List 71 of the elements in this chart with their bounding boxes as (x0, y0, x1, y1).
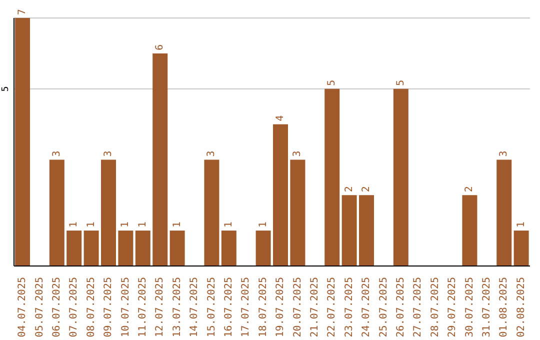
bar (135, 230, 150, 266)
bar (204, 160, 220, 266)
data-label: 1 (516, 222, 527, 228)
bar (221, 230, 236, 266)
x-tick-label: 10.07.2025 (120, 277, 132, 338)
x-tick-label: 23.07.2025 (344, 277, 355, 338)
data-label: 7 (17, 8, 28, 15)
bar (84, 230, 99, 266)
bar (49, 160, 64, 266)
x-tick-label: 18.07.2025 (258, 277, 269, 338)
data-label: 2 (344, 186, 355, 192)
x-tick-label: 01.08.2025 (498, 277, 510, 338)
x-tick-label: 28.07.2025 (430, 277, 441, 338)
x-tick-label: 06.07.2025 (52, 277, 62, 338)
bar (170, 230, 185, 266)
data-label: 4 (275, 115, 286, 122)
x-tick-label: 31.07.2025 (482, 277, 492, 338)
x-tick-label: 20.07.2025 (292, 277, 304, 338)
bar (514, 230, 529, 266)
x-tick-label: 27.07.2025 (412, 277, 424, 338)
x-tick-label: 19.07.2025 (275, 277, 286, 338)
x-tick-label: 30.07.2025 (464, 277, 476, 338)
x-tick-label: 04.07.2025 (17, 277, 28, 338)
data-label: 2 (361, 186, 372, 192)
bar (256, 230, 271, 266)
data-label: 3 (51, 150, 62, 157)
bar (462, 195, 478, 266)
x-tick-label: 22.07.2025 (326, 277, 338, 338)
bar (118, 230, 134, 266)
x-tick-label: 21.07.2025 (310, 277, 320, 338)
x-tick-label: 07.07.2025 (68, 277, 80, 338)
bar (101, 160, 116, 266)
bar (324, 88, 340, 266)
bar (342, 195, 357, 266)
data-label: 3 (206, 150, 218, 157)
bar (393, 88, 408, 266)
x-tick-label: 13.07.2025 (172, 277, 183, 338)
x-tick-label: 02.08.2025 (516, 277, 527, 338)
data-label: 1 (137, 222, 148, 228)
data-label: 1 (172, 222, 183, 228)
data-label: 2 (464, 186, 476, 192)
x-tick-label: 14.07.2025 (189, 277, 200, 338)
data-label: 5 (326, 80, 338, 86)
data-label: 5 (395, 80, 406, 86)
x-tick-label: 25.07.2025 (378, 277, 390, 338)
data-label: 1 (258, 222, 269, 228)
data-label: 1 (68, 222, 80, 228)
x-tick-label: 09.07.2025 (103, 277, 114, 338)
bar (273, 124, 288, 266)
data-label: 1 (120, 222, 132, 228)
x-tick-label: 17.07.2025 (240, 277, 252, 338)
bar (152, 53, 168, 266)
bar (359, 195, 374, 266)
x-tick-label: 12.07.2025 (154, 277, 166, 338)
data-label: 3 (292, 150, 304, 157)
bar (66, 230, 82, 266)
data-label: 3 (103, 150, 114, 157)
x-tick-label: 24.07.2025 (361, 277, 372, 338)
x-tick-label: 26.07.2025 (396, 277, 406, 338)
x-tick-label: 29.07.2025 (447, 277, 458, 338)
bar (496, 160, 512, 266)
x-tick-label: 05.07.2025 (34, 277, 46, 338)
data-label: 3 (498, 150, 510, 157)
x-tick-label: 11.07.2025 (138, 277, 148, 338)
data-label: 1 (223, 222, 234, 228)
x-tick-label: 16.07.2025 (224, 277, 234, 338)
data-label: 1 (86, 222, 97, 228)
x-tick-label: 08.07.2025 (86, 277, 97, 338)
data-label: 6 (154, 44, 166, 50)
bar (290, 160, 306, 266)
x-tick-label: 15.07.2025 (206, 277, 218, 338)
